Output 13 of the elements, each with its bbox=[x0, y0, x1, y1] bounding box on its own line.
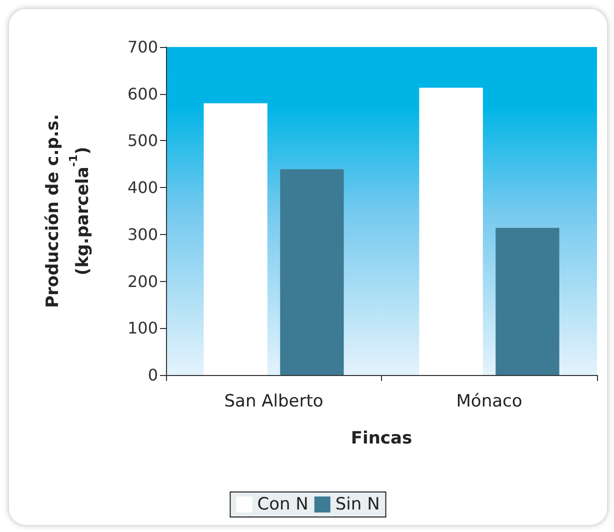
y-tick-label: 0 bbox=[148, 366, 158, 384]
legend-label: Sin N bbox=[335, 494, 380, 514]
x-tick-label: San Alberto bbox=[224, 392, 324, 412]
legend-label: Con N bbox=[257, 494, 308, 514]
y-tick-label: 700 bbox=[127, 38, 158, 56]
y-tick-label: 100 bbox=[127, 318, 158, 338]
y-tick-label: 200 bbox=[127, 272, 158, 291]
x-axis-title: Fincas bbox=[350, 428, 412, 448]
y-tick-label: 500 bbox=[127, 131, 158, 150]
y-tick-label: 300 bbox=[127, 224, 158, 244]
x-tick-label: Mónaco bbox=[456, 392, 522, 412]
y-tick-label: 400 bbox=[127, 178, 158, 198]
y-tick-label: 600 bbox=[127, 84, 158, 104]
